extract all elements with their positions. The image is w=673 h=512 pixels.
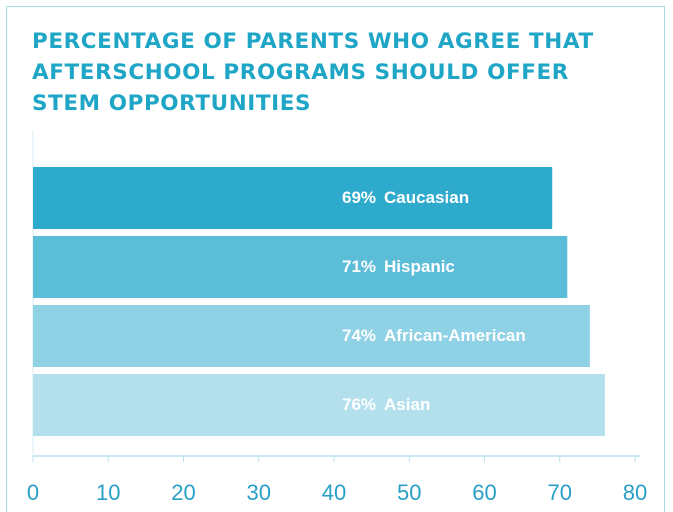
- category-label: Caucasian: [384, 188, 469, 207]
- category-label: Asian: [384, 395, 430, 414]
- bar-label: 76% Asian: [342, 395, 430, 414]
- x-tick-label: 50: [397, 480, 421, 505]
- bar: [33, 167, 553, 229]
- x-tick-label: 30: [247, 480, 271, 505]
- x-tick-label: 40: [322, 480, 346, 505]
- bar: [33, 236, 568, 298]
- x-tick-label: 10: [96, 480, 120, 505]
- value-label: 71%: [342, 257, 376, 276]
- bar-label: 71% Hispanic: [342, 257, 455, 276]
- category-label: African-American: [384, 326, 526, 345]
- bar-label: 74% African-American: [342, 326, 526, 345]
- x-tick-label: 70: [548, 480, 572, 505]
- x-tick-label: 60: [472, 480, 496, 505]
- value-label: 69%: [342, 188, 376, 207]
- chart-title: PERCENTAGE OF PARENTS WHO AGREE THAT AFT…: [32, 29, 594, 116]
- frame: [6, 6, 665, 512]
- x-tick-label: 80: [623, 480, 647, 505]
- x-tick-label: 20: [171, 480, 195, 505]
- x-tick-label: 0: [27, 480, 39, 505]
- category-label: Hispanic: [384, 257, 455, 276]
- value-label: 76%: [342, 395, 376, 414]
- value-label: 74%: [342, 326, 376, 345]
- bar: [33, 305, 590, 367]
- bar-label: 69% Caucasian: [342, 188, 469, 207]
- bar: [33, 374, 605, 436]
